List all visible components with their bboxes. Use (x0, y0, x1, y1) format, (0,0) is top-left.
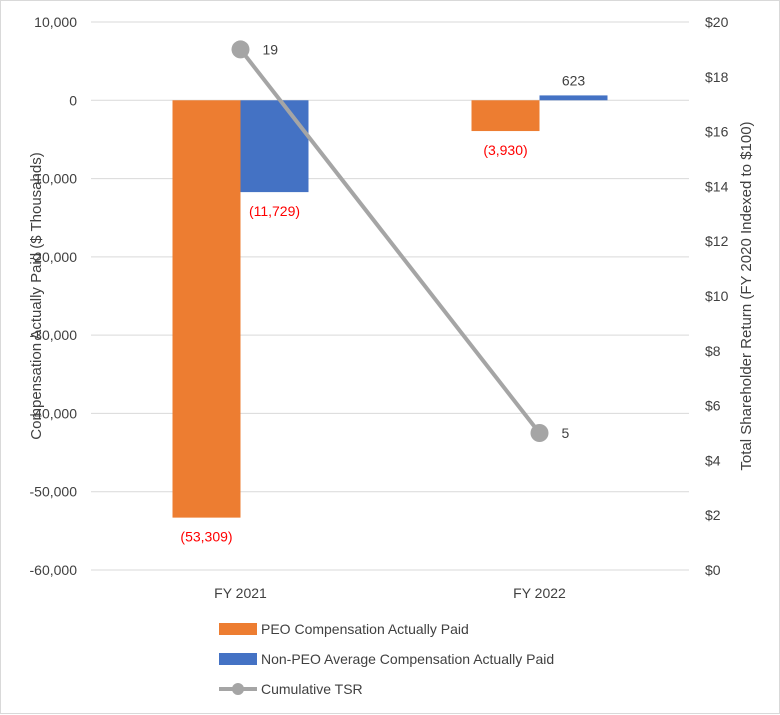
legend-label: PEO Compensation Actually Paid (261, 621, 469, 637)
y-left-tick-label: -20,000 (30, 249, 78, 265)
y-right-tick-label: $6 (705, 398, 721, 414)
y-right-tick-label: $8 (705, 343, 721, 359)
bar-peo-compensation-actually-paid (172, 100, 241, 518)
bar-data-label: 623 (562, 72, 586, 88)
bar-non-peo-average-compensation-actually-paid (539, 95, 608, 101)
tsr-point (231, 40, 250, 59)
y-right-tick-label: $0 (705, 562, 721, 578)
y-left-tick-label: 10,000 (34, 14, 77, 30)
y-left-axis-title: Compensation Actually Paid ($ Thousands) (28, 152, 45, 439)
y-left-tick-label: -60,000 (30, 562, 78, 578)
legend-marker (232, 683, 244, 695)
y-right-tick-label: $14 (705, 178, 729, 194)
y-right-tick-label: $4 (705, 452, 721, 468)
y-right-tick-label: $12 (705, 233, 729, 249)
y-right-tick-label: $10 (705, 288, 729, 304)
y-right-tick-label: $18 (705, 69, 729, 85)
y-right-axis-title: Total Shareholder Return (FY 2020 Indexe… (738, 121, 755, 470)
y-right-tick-label: $2 (705, 507, 721, 523)
y-left-tick-label: -30,000 (30, 327, 78, 343)
tsr-data-label: 19 (263, 41, 279, 57)
bar-data-label: (53,309) (180, 529, 232, 545)
x-tick-label: FY 2022 (513, 585, 566, 601)
tsr-data-label: 5 (562, 425, 570, 441)
tsr-point (530, 424, 549, 442)
bar-data-label: (11,729) (249, 203, 300, 219)
bar-data-label: (3,930) (483, 142, 527, 158)
legend-swatch (219, 623, 257, 635)
bar-peo-compensation-actually-paid (471, 100, 540, 132)
legend-label: Non-PEO Average Compensation Actually Pa… (261, 651, 554, 667)
x-tick-label: FY 2021 (214, 585, 267, 601)
tsr-line (238, 48, 542, 435)
y-right-tick-label: $16 (705, 124, 729, 140)
legend-label: Cumulative TSR (261, 681, 363, 697)
bar-non-peo-average-compensation-actually-paid (240, 100, 309, 193)
y-left-tick-label: -10,000 (30, 171, 78, 187)
y-right-tick-label: $20 (705, 14, 729, 30)
y-left-tick-label: -40,000 (30, 405, 78, 421)
y-left-tick-label: -50,000 (30, 484, 78, 500)
y-left-tick-label: 0 (69, 92, 77, 108)
legend-swatch (219, 653, 257, 665)
